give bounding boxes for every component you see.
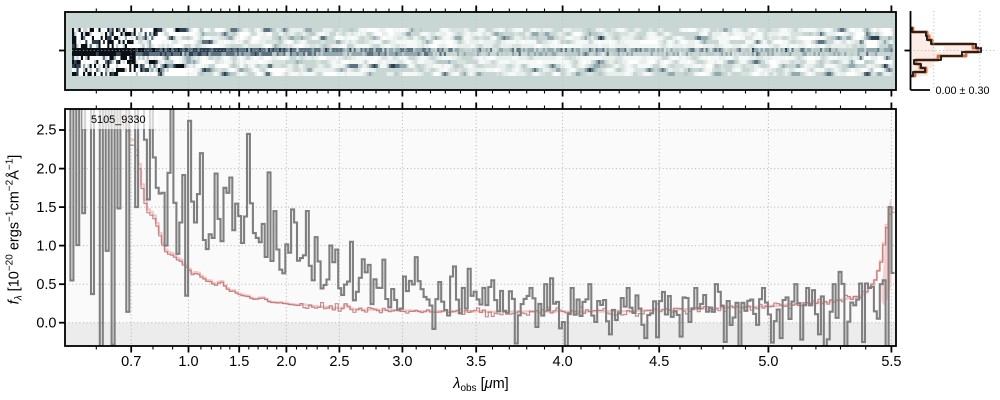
svg-text:0.5: 0.5 [36,277,56,293]
svg-text:3.0: 3.0 [392,354,412,370]
svg-text:λobs [μm]: λobs [μm] [452,376,508,394]
svg-text:3.5: 3.5 [466,354,486,370]
svg-text:5105_9330: 5105_9330 [91,114,146,126]
svg-text:0.7: 0.7 [121,354,141,370]
svg-text:1.0: 1.0 [178,354,198,370]
svg-text:4.5: 4.5 [649,354,669,370]
svg-text:2.0: 2.0 [36,161,56,177]
svg-text:5.0: 5.0 [758,354,778,370]
svg-text:4.0: 4.0 [553,354,573,370]
svg-text:2.5: 2.5 [329,354,349,370]
svg-text:0.00 ± 0.30: 0.00 ± 0.30 [936,85,990,97]
svg-text:fλ [10−20 ergs−1cm−2Å−1]: fλ [10−20 ergs−1cm−2Å−1] [5,155,25,305]
svg-text:2.5: 2.5 [36,123,56,139]
svg-text:5.5: 5.5 [881,354,901,370]
svg-text:1.5: 1.5 [36,200,56,216]
svg-text:0.0: 0.0 [36,315,56,331]
svg-text:1.5: 1.5 [229,354,249,370]
svg-text:2.0: 2.0 [276,354,296,370]
svg-text:1.0: 1.0 [36,238,56,254]
